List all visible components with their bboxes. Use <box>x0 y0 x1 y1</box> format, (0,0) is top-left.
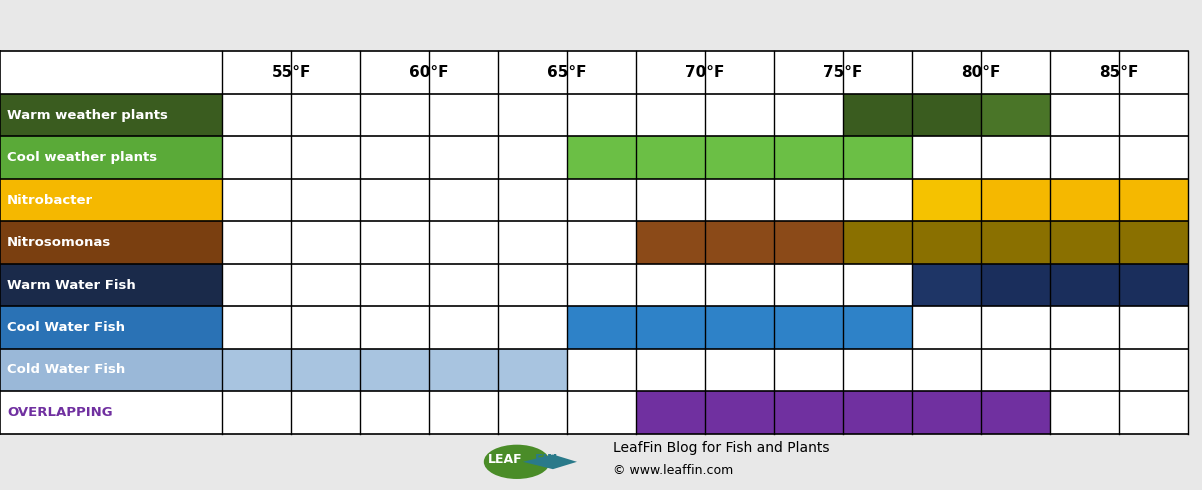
Text: 75°F: 75°F <box>823 65 863 80</box>
Text: Cold Water Fish: Cold Water Fish <box>7 364 125 376</box>
Bar <box>981 94 1049 136</box>
Bar <box>843 94 981 136</box>
Bar <box>0 94 222 136</box>
Bar <box>636 221 843 264</box>
Bar <box>981 391 1049 434</box>
Bar <box>0 221 222 264</box>
Bar <box>636 391 981 434</box>
Text: FIN: FIN <box>535 453 559 466</box>
Ellipse shape <box>483 445 549 479</box>
Text: 80°F: 80°F <box>962 65 1000 80</box>
Bar <box>0 391 222 434</box>
Text: © www.leaffin.com: © www.leaffin.com <box>613 464 733 477</box>
Bar <box>912 264 981 306</box>
Bar <box>981 264 1188 306</box>
Text: 65°F: 65°F <box>547 65 587 80</box>
Bar <box>0 51 1188 434</box>
Bar <box>222 349 567 391</box>
Text: 70°F: 70°F <box>685 65 725 80</box>
Text: 55°F: 55°F <box>272 65 311 80</box>
Bar <box>981 179 1188 221</box>
Bar <box>0 349 222 391</box>
Text: Nitrobacter: Nitrobacter <box>7 194 94 207</box>
Text: Warm weather plants: Warm weather plants <box>7 109 168 122</box>
Text: 85°F: 85°F <box>1099 65 1138 80</box>
Bar <box>0 306 222 349</box>
Bar <box>843 221 1188 264</box>
Text: LeafFin Blog for Fish and Plants: LeafFin Blog for Fish and Plants <box>613 441 829 455</box>
Text: Warm Water Fish: Warm Water Fish <box>7 278 136 292</box>
Polygon shape <box>523 455 577 469</box>
Bar <box>0 264 222 306</box>
Bar <box>0 179 222 221</box>
Text: OVERLAPPING: OVERLAPPING <box>7 406 113 419</box>
Bar <box>567 306 912 349</box>
Text: Cool weather plants: Cool weather plants <box>7 151 157 164</box>
Text: LEAF: LEAF <box>488 453 522 466</box>
Text: Nitrosomonas: Nitrosomonas <box>7 236 112 249</box>
Bar <box>912 179 981 221</box>
Text: Cool Water Fish: Cool Water Fish <box>7 321 125 334</box>
Bar <box>567 136 912 179</box>
Text: 60°F: 60°F <box>410 65 450 80</box>
Bar <box>0 136 222 179</box>
